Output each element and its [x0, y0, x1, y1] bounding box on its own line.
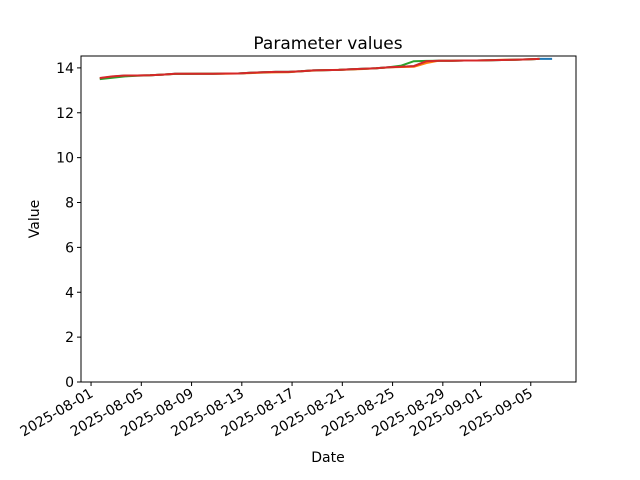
y-tick-label: 10: [56, 151, 74, 167]
y-axis-ticks: 0 2 4 6 8 10 12 14: [56, 61, 81, 391]
line-series-red: [99, 57, 540, 79]
chart-title: Parameter values: [253, 34, 402, 54]
y-tick-label: 12: [56, 106, 74, 122]
y-tick-label: 2: [65, 330, 74, 346]
line-series-group: [99, 57, 553, 81]
y-axis-label: Value: [27, 200, 43, 238]
y-tick-label: 0: [65, 375, 74, 391]
x-axis-label: Date: [311, 450, 344, 466]
y-tick-label: 6: [65, 240, 74, 256]
y-tick-label: 8: [65, 196, 74, 212]
y-tick-label: 14: [56, 61, 74, 77]
y-tick-label: 4: [65, 285, 74, 301]
plot-area: [80, 55, 577, 383]
